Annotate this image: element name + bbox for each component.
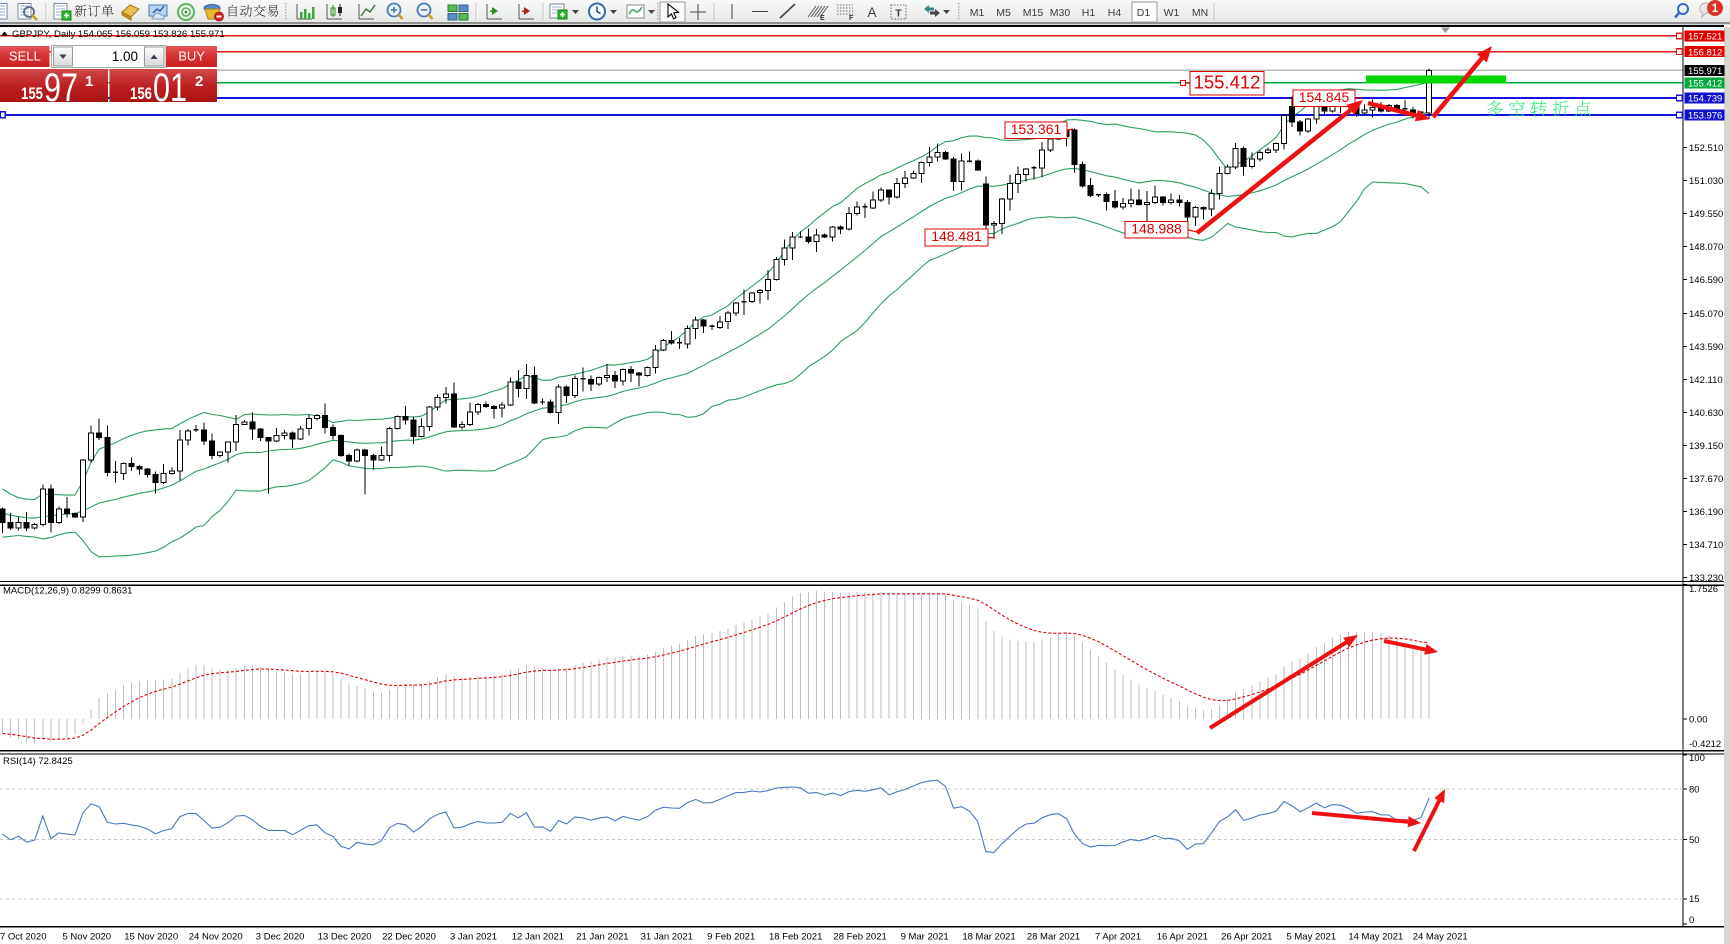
- svg-text:D1: D1: [1137, 7, 1151, 19]
- svg-text:28 Mar 2021: 28 Mar 2021: [1027, 932, 1080, 943]
- svg-text:SELL: SELL: [9, 49, 41, 64]
- svg-text:1: 1: [85, 73, 93, 90]
- svg-text:9 Mar 2021: 9 Mar 2021: [901, 932, 949, 943]
- svg-text:156: 156: [130, 84, 152, 103]
- svg-text:15 Nov 2020: 15 Nov 2020: [124, 932, 178, 943]
- svg-text:157.521: 157.521: [1688, 32, 1722, 43]
- svg-text:E: E: [820, 15, 825, 22]
- svg-text:1.00: 1.00: [112, 49, 138, 64]
- svg-text:16 Apr 2021: 16 Apr 2021: [1157, 932, 1208, 943]
- svg-text:3 Jan 2021: 3 Jan 2021: [450, 932, 497, 943]
- svg-text:140.630: 140.630: [1689, 408, 1723, 419]
- svg-text:148.070: 148.070: [1689, 242, 1723, 253]
- svg-text:152.510: 152.510: [1689, 143, 1723, 154]
- svg-text:14 May 2021: 14 May 2021: [1348, 932, 1403, 943]
- svg-text:21 Jan 2021: 21 Jan 2021: [576, 932, 628, 943]
- svg-text:156.812: 156.812: [1688, 47, 1722, 58]
- svg-text:M5: M5: [996, 7, 1011, 19]
- svg-text:146.590: 146.590: [1689, 275, 1723, 286]
- svg-text:153.976: 153.976: [1688, 111, 1722, 122]
- svg-text:155: 155: [21, 84, 43, 103]
- svg-text:137.670: 137.670: [1689, 474, 1723, 485]
- svg-text:M1: M1: [970, 7, 985, 19]
- svg-text:F: F: [849, 15, 854, 22]
- svg-text:M15: M15: [1023, 7, 1044, 19]
- svg-text:M30: M30: [1050, 7, 1071, 19]
- svg-text:13 Dec 2020: 13 Dec 2020: [318, 932, 372, 943]
- svg-text:134.710: 134.710: [1689, 540, 1723, 551]
- svg-text:149.550: 149.550: [1689, 209, 1723, 220]
- svg-text:12 Jan 2021: 12 Jan 2021: [512, 932, 564, 943]
- svg-text:7 Oct 2020: 7 Oct 2020: [0, 932, 46, 943]
- svg-text:RSI(14) 72.8425: RSI(14) 72.8425: [3, 756, 73, 767]
- svg-text:BUY: BUY: [178, 49, 205, 64]
- svg-text:MN: MN: [1192, 7, 1208, 19]
- svg-text:154.739: 154.739: [1688, 94, 1722, 105]
- svg-text:-0.4212: -0.4212: [1689, 739, 1721, 750]
- svg-text:145.070: 145.070: [1689, 309, 1723, 320]
- svg-text:28 Feb 2021: 28 Feb 2021: [833, 932, 886, 943]
- svg-text:A: A: [867, 5, 876, 20]
- svg-text:155.412: 155.412: [1688, 79, 1722, 90]
- svg-text:T: T: [895, 8, 902, 20]
- svg-text:9 Feb 2021: 9 Feb 2021: [707, 932, 755, 943]
- svg-text:24 May 2021: 24 May 2021: [1413, 932, 1468, 943]
- svg-text:136.190: 136.190: [1689, 507, 1723, 518]
- svg-text:31 Jan 2021: 31 Jan 2021: [641, 932, 693, 943]
- svg-text:151.030: 151.030: [1689, 176, 1723, 187]
- svg-text:7 Apr 2021: 7 Apr 2021: [1095, 932, 1141, 943]
- svg-text:GBPJPY, Daily 154.065 156.05: GBPJPY, Daily 154.065 156.059 153.826 15…: [12, 29, 225, 40]
- svg-text:15: 15: [1689, 894, 1700, 905]
- svg-text:22 Dec 2020: 22 Dec 2020: [382, 932, 436, 943]
- svg-text:139.150: 139.150: [1689, 441, 1723, 452]
- svg-text:26 Apr 2021: 26 Apr 2021: [1221, 932, 1272, 943]
- svg-text:143.590: 143.590: [1689, 342, 1723, 353]
- svg-text:18 Feb 2021: 18 Feb 2021: [769, 932, 822, 943]
- svg-text:100: 100: [1689, 753, 1705, 764]
- svg-text:01: 01: [153, 66, 187, 110]
- svg-text:5 May 2021: 5 May 2021: [1286, 932, 1336, 943]
- svg-text:1: 1: [1712, 3, 1719, 15]
- svg-text:50: 50: [1689, 835, 1700, 846]
- svg-text:80: 80: [1689, 784, 1700, 795]
- svg-text:H4: H4: [1108, 7, 1122, 19]
- svg-text:5 Nov 2020: 5 Nov 2020: [63, 932, 112, 943]
- svg-text:MACD(12,26,9) 0.8299 0.8631: MACD(12,26,9) 0.8299 0.8631: [3, 586, 132, 597]
- svg-text:2: 2: [195, 73, 203, 90]
- svg-text:97: 97: [44, 66, 78, 110]
- svg-text:153.361: 153.361: [1011, 121, 1062, 137]
- svg-text:133.230: 133.230: [1689, 573, 1723, 584]
- svg-text:1.7526: 1.7526: [1689, 584, 1718, 595]
- svg-text:0: 0: [1689, 915, 1694, 926]
- svg-text:155.412: 155.412: [1194, 71, 1261, 92]
- svg-text:148.481: 148.481: [931, 228, 982, 244]
- svg-text:0.00: 0.00: [1689, 714, 1708, 725]
- svg-text:142.110: 142.110: [1689, 375, 1723, 386]
- svg-text:H1: H1: [1082, 7, 1096, 19]
- svg-text:24 Nov 2020: 24 Nov 2020: [189, 932, 243, 943]
- svg-text:18 Mar 2021: 18 Mar 2021: [962, 932, 1015, 943]
- svg-text:W1: W1: [1164, 7, 1180, 19]
- svg-text:3 Dec 2020: 3 Dec 2020: [256, 932, 305, 943]
- svg-text:155.971: 155.971: [1688, 66, 1722, 77]
- svg-text:148.988: 148.988: [1131, 220, 1182, 236]
- svg-text:154.845: 154.845: [1299, 89, 1350, 105]
